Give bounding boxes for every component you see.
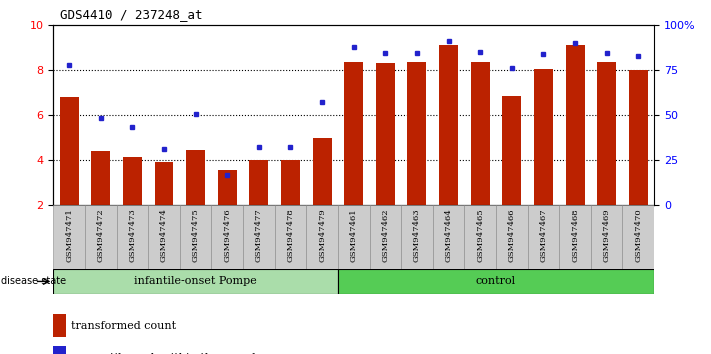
Bar xyxy=(439,45,458,205)
Bar xyxy=(148,205,180,269)
Text: GSM947464: GSM947464 xyxy=(444,209,453,262)
Bar xyxy=(338,205,370,269)
Bar xyxy=(560,205,591,269)
Text: GSM947469: GSM947469 xyxy=(603,209,611,262)
Bar xyxy=(60,97,79,205)
Text: GSM947468: GSM947468 xyxy=(571,209,579,262)
Bar xyxy=(528,205,560,269)
Text: GSM947467: GSM947467 xyxy=(540,209,547,262)
Bar xyxy=(401,205,433,269)
Text: GSM947462: GSM947462 xyxy=(381,209,390,262)
Text: GSM947476: GSM947476 xyxy=(223,209,231,262)
Bar xyxy=(534,69,553,205)
Bar xyxy=(53,346,66,354)
Bar xyxy=(53,269,338,294)
Bar xyxy=(281,160,300,205)
Text: GSM947477: GSM947477 xyxy=(255,209,263,262)
Bar xyxy=(186,150,205,205)
Bar xyxy=(623,205,654,269)
Bar xyxy=(464,205,496,269)
Bar xyxy=(597,62,616,205)
Bar xyxy=(471,62,490,205)
Text: GSM947478: GSM947478 xyxy=(287,209,294,262)
Bar xyxy=(407,62,427,205)
Text: infantile-onset Pompe: infantile-onset Pompe xyxy=(134,276,257,286)
Bar xyxy=(629,70,648,205)
Bar xyxy=(591,205,623,269)
Bar xyxy=(117,205,148,269)
Bar xyxy=(180,205,211,269)
Bar xyxy=(53,205,85,269)
Text: GSM947474: GSM947474 xyxy=(160,209,168,262)
Bar xyxy=(496,205,528,269)
Bar xyxy=(313,138,331,205)
Text: GSM947465: GSM947465 xyxy=(476,209,484,262)
Text: GSM947471: GSM947471 xyxy=(65,209,73,262)
Bar xyxy=(250,160,268,205)
Bar xyxy=(154,162,173,205)
Bar xyxy=(503,96,521,205)
Text: GSM947472: GSM947472 xyxy=(97,209,105,262)
Bar xyxy=(344,62,363,205)
Text: GSM947475: GSM947475 xyxy=(192,209,200,262)
Text: GSM947466: GSM947466 xyxy=(508,209,515,262)
Bar xyxy=(306,205,338,269)
Bar xyxy=(211,205,243,269)
Bar xyxy=(274,205,306,269)
Text: GSM947463: GSM947463 xyxy=(413,209,421,262)
Text: percentile rank within the sample: percentile rank within the sample xyxy=(71,353,262,354)
Bar xyxy=(433,205,464,269)
Bar xyxy=(338,269,654,294)
Text: GSM947473: GSM947473 xyxy=(129,209,137,262)
Bar xyxy=(91,151,110,205)
Bar xyxy=(243,205,274,269)
Text: control: control xyxy=(476,276,516,286)
Bar xyxy=(53,314,66,337)
Bar xyxy=(565,45,584,205)
Text: GSM947479: GSM947479 xyxy=(318,209,326,262)
Text: GDS4410 / 237248_at: GDS4410 / 237248_at xyxy=(60,8,203,21)
Bar xyxy=(376,63,395,205)
Text: disease state: disease state xyxy=(1,276,66,286)
Bar xyxy=(123,157,142,205)
Bar xyxy=(218,170,237,205)
Bar xyxy=(85,205,117,269)
Text: GSM947461: GSM947461 xyxy=(350,209,358,262)
Text: transformed count: transformed count xyxy=(71,321,176,331)
Text: GSM947470: GSM947470 xyxy=(634,209,642,262)
Bar xyxy=(370,205,401,269)
